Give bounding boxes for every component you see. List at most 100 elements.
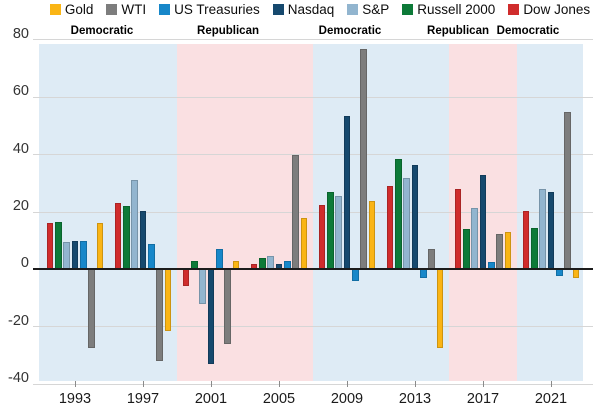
dow-jones-swatch-icon [508,4,520,15]
bar-nasdaq-2013 [411,164,419,270]
bar-us-treasuries-2001 [216,249,223,270]
legend-label-s-p: S&P [362,2,390,17]
bar-nasdaq-2001 [207,269,215,364]
bar-nasdaq-2005 [275,263,283,270]
wti-swatch-icon [106,4,118,15]
bar-us-treasuries-1993 [80,240,87,270]
x-axis-label-2017: 2017 [466,391,500,407]
x-axis-label-2021: 2021 [534,391,568,407]
legend-label-russell-2000: Russell 2000 [417,2,496,17]
bar-russell-2000-2001 [191,260,198,270]
bar-dow-jones-2005 [250,263,258,270]
party-label-democratic-4: Democratic [496,25,560,37]
x-axis-tick-2005 [279,381,280,387]
bar-s-p-2005 [267,256,274,270]
party-label-republican-3: Republican [427,25,489,37]
bar-nasdaq-2021 [547,191,555,270]
bar-s-p-2009 [335,196,342,270]
bar-s-p-2021 [539,189,546,270]
x-axis-label-2013: 2013 [398,391,432,407]
bar-russell-2000-2017 [463,229,470,270]
bar-wti-1997 [156,269,163,362]
legend-item-s-p: S&P [347,2,389,17]
bar-dow-jones-2013 [386,186,394,270]
party-label-democratic-0: Democratic [70,25,134,37]
x-axis-tick-2009 [347,381,348,387]
x-axis-tick-2017 [483,381,484,387]
bar-wti-2005 [292,154,299,270]
bar-dow-jones-2021 [522,210,530,270]
bar-dow-jones-2001 [182,269,190,287]
bar-s-p-2017 [471,207,478,270]
gridline-80 [33,39,593,41]
x-axis-label-2009: 2009 [330,391,364,407]
x-axis-label-2005: 2005 [262,391,296,407]
bar-gold-2009 [368,200,376,270]
bar-us-treasuries-2013 [420,269,427,278]
party-band-republican-1 [177,44,313,381]
bar-gold-1997 [164,269,172,331]
bar-gold-2013 [436,269,444,349]
s-p-swatch-icon [347,4,359,15]
bar-russell-2000-1993 [55,222,62,270]
bar-gold-1993 [96,223,104,270]
x-axis-tick-1993 [75,381,76,387]
bar-dow-jones-1997 [114,203,122,270]
bar-s-p-2013 [403,177,410,270]
bar-wti-1993 [88,269,95,349]
bar-dow-jones-2009 [318,204,326,270]
legend-item-nasdaq: Nasdaq [272,2,335,17]
party-label-democratic-2: Democratic [318,25,382,37]
bar-us-treasuries-1997 [148,243,155,270]
gridline--40 [33,383,593,385]
bar-wti-2021 [564,111,571,270]
bar-russell-2000-2009 [327,191,334,270]
gridline-60 [33,96,593,98]
x-axis-tick-2021 [551,381,552,387]
russell-2000-swatch-icon [402,4,414,15]
y-axis-label-40: 40 [12,140,29,157]
bar-russell-2000-2005 [259,257,266,270]
party-band-democratic-0 [39,44,177,381]
bar-dow-jones-2017 [454,189,462,270]
gridline-20 [33,211,593,213]
y-axis-label-80: 80 [12,25,29,42]
bar-s-p-2001 [199,269,206,304]
chart-legend: Gold WTI US Treasuries Nasdaq S&P Russell 200… [40,1,600,18]
x-axis-tick-2013 [415,381,416,387]
bar-wti-2009 [360,48,367,270]
legend-item-russell-2000: Russell 2000 [402,2,495,17]
bar-nasdaq-1993 [71,240,79,270]
bar-s-p-1997 [131,180,138,270]
party-label-republican-1: Republican [197,25,259,37]
legend-label-wti: WTI [121,2,147,17]
bar-nasdaq-2017 [479,174,487,270]
bar-gold-2001 [232,260,240,270]
bar-gold-2017 [504,232,512,270]
bar-wti-2013 [428,249,435,270]
y-axis-label--20: -20 [8,312,29,329]
x-axis-tick-1997 [143,381,144,387]
bar-gold-2005 [300,217,308,270]
gridline--20 [33,326,593,328]
x-axis-label-2001: 2001 [194,391,228,407]
y-axis-label--40: -40 [8,370,29,386]
us-treasuries-swatch-icon [159,4,171,15]
legend-item-gold: Gold [49,2,93,17]
bar-nasdaq-2009 [343,115,351,270]
legend-label-dow-jones: Dow Jones [523,2,591,17]
zero-axis-line [33,268,593,271]
bar-russell-2000-2013 [395,158,402,270]
legend-label-nasdaq: Nasdaq [287,2,335,17]
gridline-40 [33,154,593,156]
bar-russell-2000-2021 [531,227,538,270]
legend-item-wti: WTI [106,2,146,17]
bar-us-treasuries-2017 [488,262,495,270]
x-axis-label-1997: 1997 [126,391,160,407]
legend-label-us-treasuries: US Treasuries [174,2,260,17]
y-axis-label-20: 20 [12,198,29,214]
bar-nasdaq-1997 [139,210,147,270]
x-axis-label-1993: 1993 [58,391,92,407]
bar-russell-2000-1997 [123,206,130,270]
